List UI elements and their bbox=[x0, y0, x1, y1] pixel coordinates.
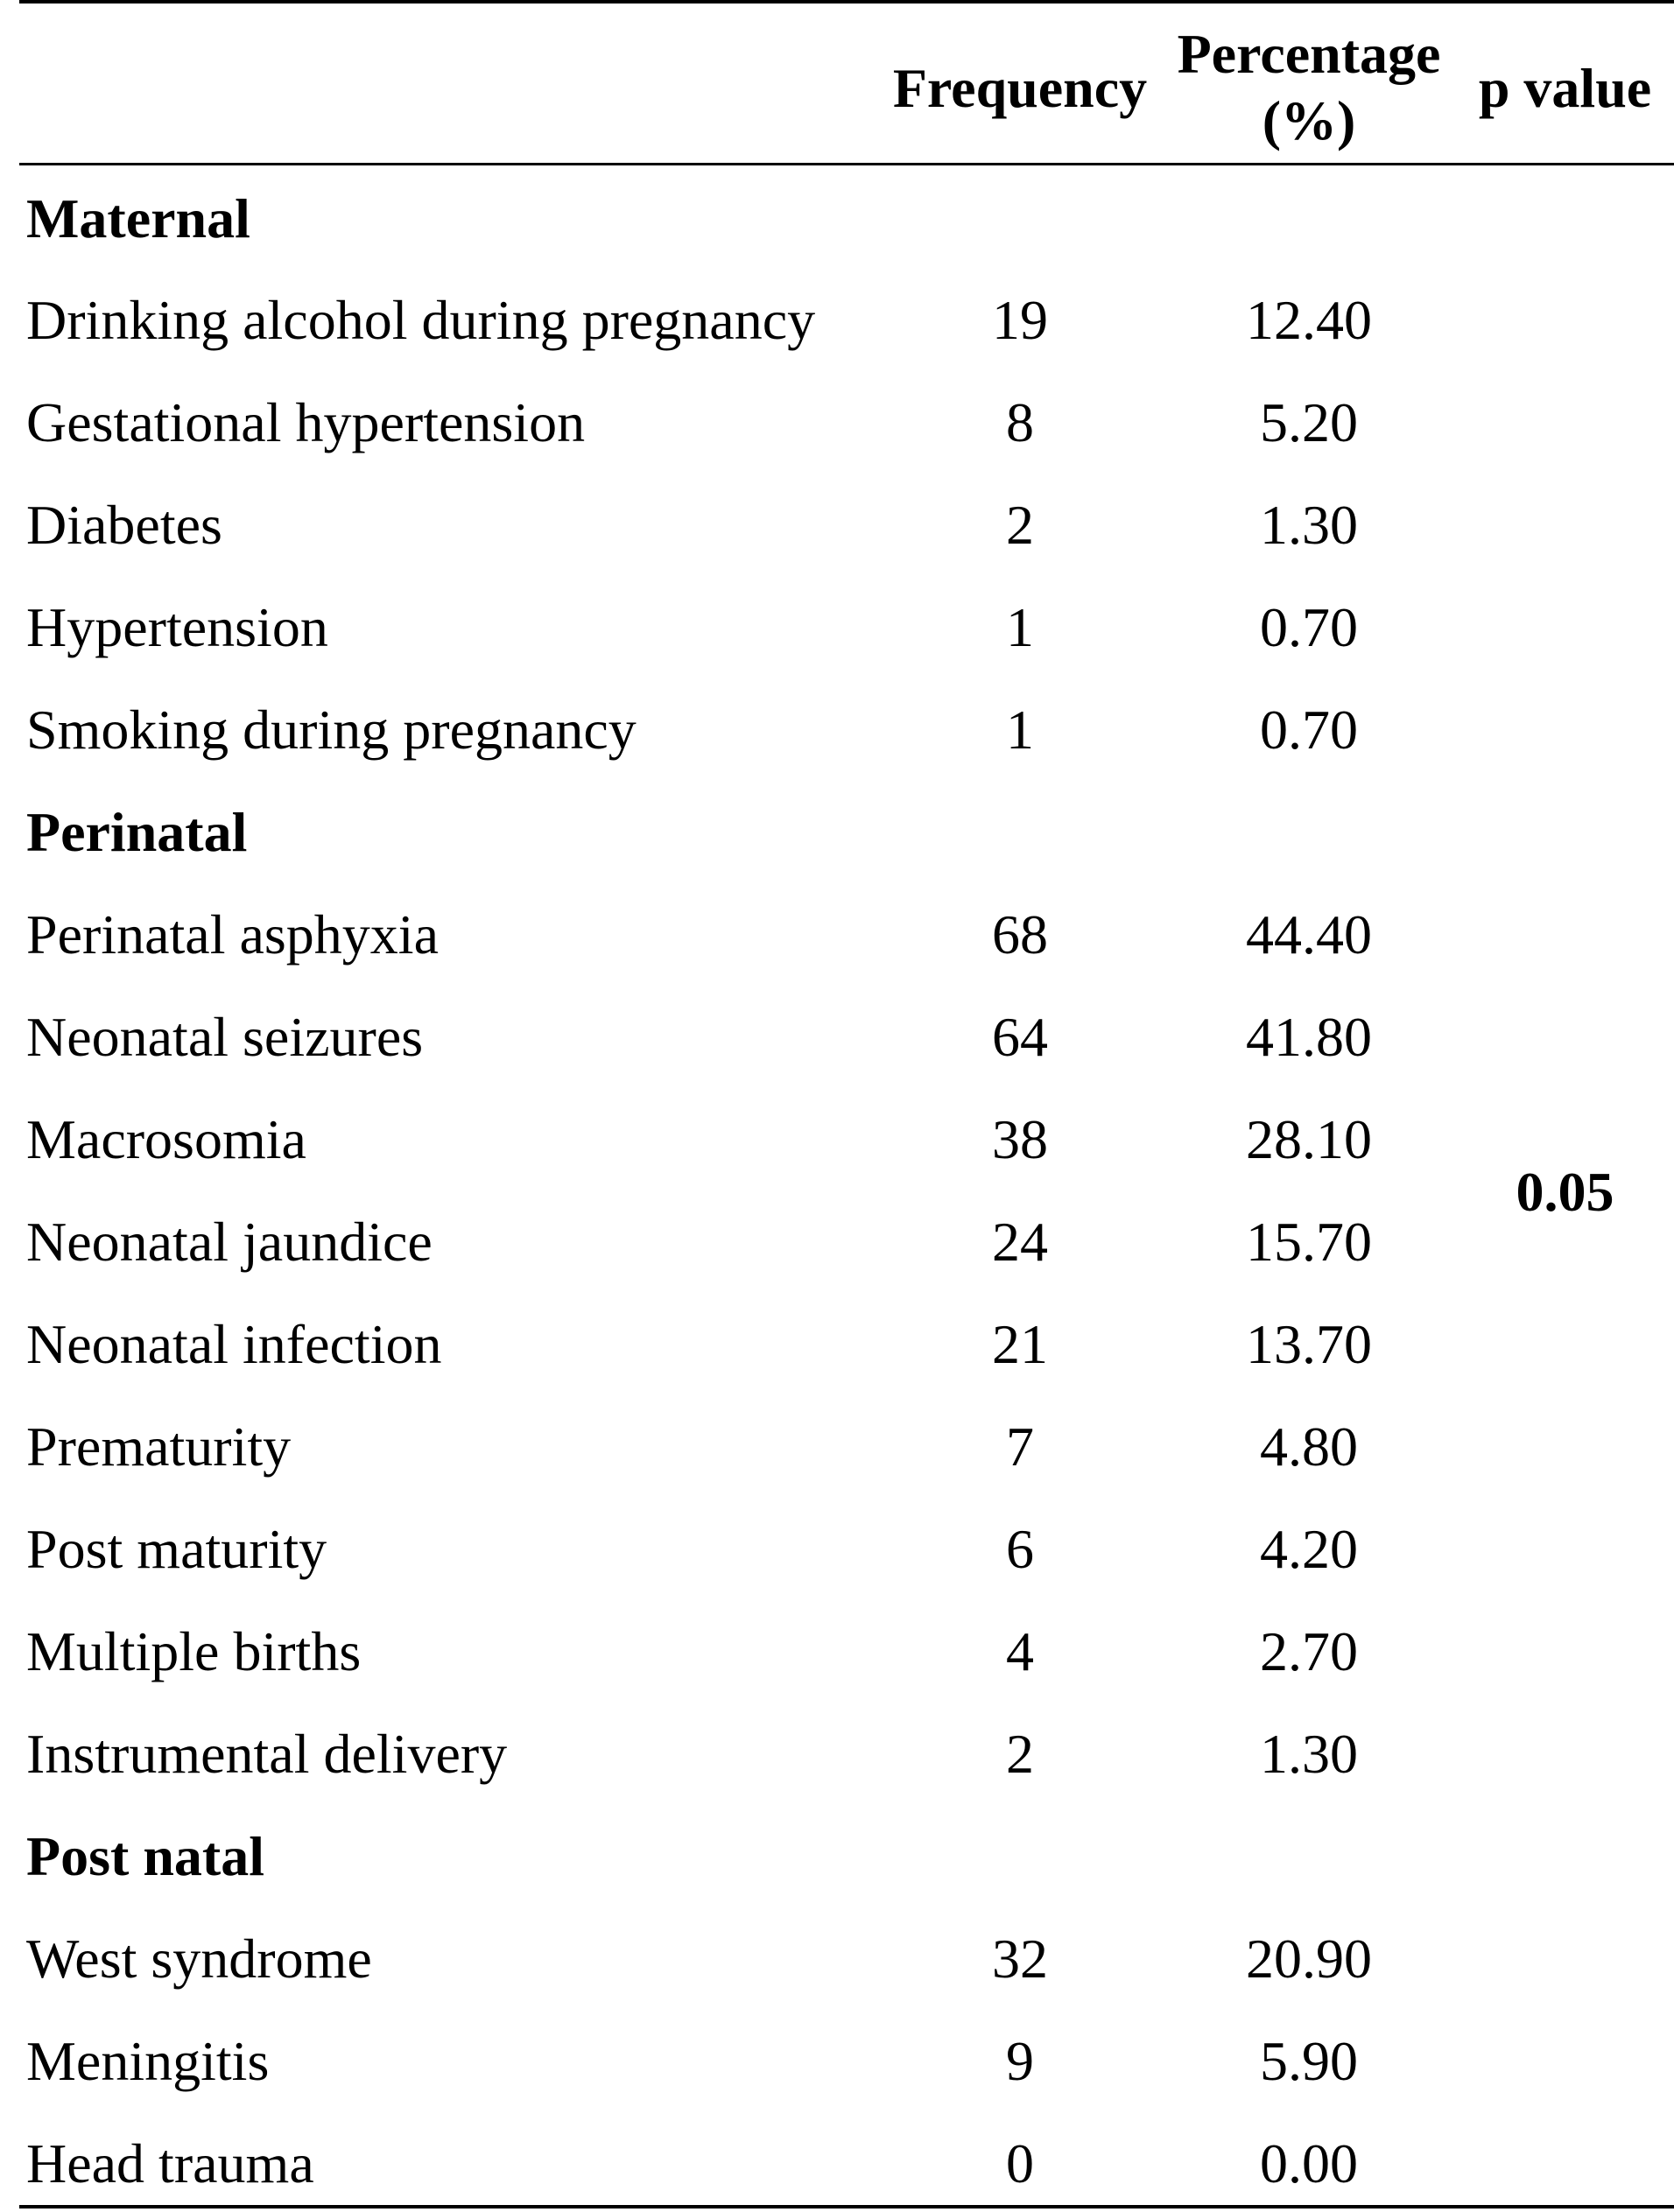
row-percentage: 0.00 bbox=[1260, 2132, 1358, 2194]
row-label: Post maturity bbox=[26, 1518, 327, 1580]
row-percentage: 1.30 bbox=[1260, 1723, 1358, 1785]
row-frequency: 8 bbox=[1006, 391, 1034, 453]
row-percentage: 5.90 bbox=[1260, 2030, 1358, 2092]
row-label: Head trauma bbox=[26, 2132, 314, 2194]
row-frequency: 6 bbox=[1006, 1518, 1034, 1580]
section-title-post-natal: Post natal bbox=[26, 1825, 264, 1887]
row-frequency: 1 bbox=[1006, 596, 1034, 658]
header-percentage-unit: (%) bbox=[1262, 89, 1356, 151]
row-frequency: 0 bbox=[1006, 2132, 1034, 2194]
row-frequency: 2 bbox=[1006, 1723, 1034, 1785]
row-percentage: 4.20 bbox=[1260, 1518, 1358, 1580]
row-label: Macrosomia bbox=[26, 1108, 306, 1170]
row-percentage: 1.30 bbox=[1260, 494, 1358, 556]
table-bottom-rule bbox=[19, 2205, 1674, 2208]
row-label: Prematurity bbox=[26, 1415, 292, 1478]
row-label: Neonatal infection bbox=[26, 1313, 442, 1375]
header-frequency: Frequency bbox=[892, 57, 1148, 119]
header-percentage: Percentage bbox=[1177, 23, 1441, 85]
row-percentage: 28.10 bbox=[1246, 1108, 1372, 1170]
table-header-rule bbox=[19, 163, 1674, 165]
row-percentage: 0.70 bbox=[1260, 596, 1358, 658]
row-label: Diabetes bbox=[26, 494, 222, 556]
row-label: Meningitis bbox=[26, 2030, 270, 2092]
p-value-cell: 0.05 bbox=[1516, 1161, 1614, 1223]
section-title-maternal: Maternal bbox=[26, 187, 250, 249]
row-label: Perinatal asphyxia bbox=[26, 903, 439, 966]
row-label: Drinking alcohol during pregnancy bbox=[26, 289, 816, 351]
row-label: Instrumental delivery bbox=[26, 1723, 508, 1785]
row-percentage: 5.20 bbox=[1260, 391, 1358, 453]
row-label: Smoking during pregnancy bbox=[26, 699, 637, 761]
row-label: Multiple births bbox=[26, 1620, 362, 1682]
row-frequency: 38 bbox=[992, 1108, 1048, 1170]
section-title-perinatal: Perinatal bbox=[26, 801, 248, 863]
table-top-rule bbox=[19, 0, 1674, 4]
row-frequency: 68 bbox=[992, 903, 1048, 966]
row-label: Neonatal seizures bbox=[26, 1006, 424, 1068]
row-label: Neonatal jaundice bbox=[26, 1211, 433, 1273]
row-percentage: 4.80 bbox=[1260, 1415, 1358, 1478]
row-frequency: 1 bbox=[1006, 699, 1034, 761]
row-frequency: 9 bbox=[1006, 2030, 1034, 2092]
row-percentage: 0.70 bbox=[1260, 699, 1358, 761]
row-frequency: 64 bbox=[992, 1006, 1048, 1068]
row-frequency: 32 bbox=[992, 1928, 1048, 1990]
row-percentage: 12.40 bbox=[1246, 289, 1372, 351]
row-percentage: 2.70 bbox=[1260, 1620, 1358, 1682]
row-percentage: 44.40 bbox=[1246, 903, 1372, 966]
row-frequency: 19 bbox=[992, 289, 1048, 351]
row-frequency: 24 bbox=[992, 1211, 1048, 1273]
row-label: Gestational hypertension bbox=[26, 391, 586, 453]
row-percentage: 13.70 bbox=[1246, 1313, 1372, 1375]
row-percentage: 15.70 bbox=[1246, 1211, 1372, 1273]
row-frequency: 7 bbox=[1006, 1415, 1034, 1478]
row-frequency: 4 bbox=[1006, 1620, 1034, 1682]
row-frequency: 21 bbox=[992, 1313, 1048, 1375]
header-p-value: p value bbox=[1478, 57, 1652, 119]
row-frequency: 2 bbox=[1006, 494, 1034, 556]
row-percentage: 20.90 bbox=[1246, 1928, 1372, 1990]
row-label: West syndrome bbox=[26, 1928, 372, 1990]
row-percentage: 41.80 bbox=[1246, 1006, 1372, 1068]
row-label: Hypertension bbox=[26, 596, 328, 658]
